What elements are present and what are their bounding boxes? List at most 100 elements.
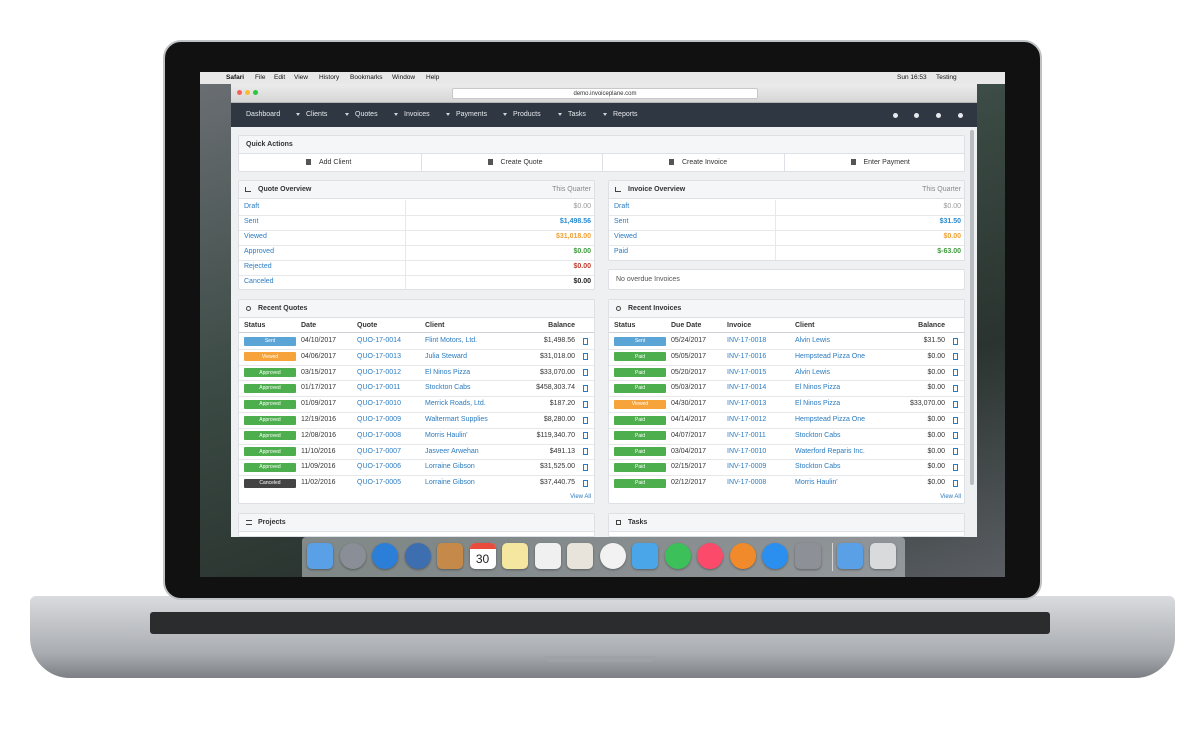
menu-item[interactable]: Safari (226, 74, 245, 81)
client-link[interactable]: Julia Steward (425, 352, 468, 360)
menu-item[interactable]: Help (426, 74, 440, 81)
client-link[interactable]: Flint Motors, Ltd. (425, 337, 478, 344)
dock-icon[interactable] (567, 543, 593, 569)
nav-item[interactable]: Quotes (355, 111, 378, 118)
dock-icon[interactable] (794, 543, 821, 569)
document-link[interactable]: QUO-17-0014 (357, 337, 401, 344)
client-link[interactable]: Hempstead Pizza One (795, 352, 866, 360)
dock-icon[interactable] (869, 543, 896, 569)
nav-icon[interactable] (913, 112, 919, 118)
client-link[interactable]: Waltermart Supplies (425, 416, 488, 423)
minimize-button[interactable] (245, 90, 250, 95)
document-link[interactable]: INV-17-0016 (727, 352, 767, 360)
document-link[interactable]: QUO-17-0013 (357, 352, 401, 360)
menu-item[interactable]: Edit (274, 74, 286, 81)
client-link[interactable]: Merrick Roads, Ltd. (425, 400, 486, 408)
document-link[interactable]: INV-17-0011 (727, 431, 766, 439)
dock-icon[interactable] (729, 543, 756, 569)
nav-item[interactable]: Dashboard (246, 111, 281, 118)
pdf-icon[interactable] (953, 384, 958, 392)
pdf-icon[interactable] (583, 384, 588, 392)
document-link[interactable]: QUO-17-0006 (357, 463, 401, 471)
dock-icon[interactable] (534, 543, 561, 569)
client-link[interactable]: El Ninos Pizza (795, 384, 841, 392)
client-link[interactable]: Morris Haulin' (795, 479, 838, 487)
pdf-icon[interactable] (953, 479, 958, 487)
document-link[interactable]: QUO-17-0005 (357, 479, 401, 487)
client-link[interactable]: Jasveer Arwehan (425, 447, 479, 455)
status-link[interactable]: Viewed (614, 233, 637, 240)
pdf-icon[interactable] (583, 337, 588, 345)
nav-item[interactable]: Products (513, 111, 541, 118)
pdf-icon[interactable] (583, 463, 588, 471)
client-link[interactable]: Morris Haulin' (425, 431, 468, 439)
status-link[interactable]: Paid (614, 248, 629, 255)
zoom-button[interactable] (253, 90, 258, 95)
status-link[interactable]: Rejected (244, 263, 272, 270)
dock-icon[interactable] (697, 543, 723, 569)
client-link[interactable]: Stockton Cabs (795, 463, 841, 471)
document-link[interactable]: INV-17-0008 (727, 479, 767, 487)
menu-item[interactable]: Bookmarks (350, 74, 383, 81)
close-button[interactable] (237, 90, 242, 95)
client-link[interactable]: El Ninos Pizza (425, 368, 471, 376)
client-link[interactable]: El Ninos Pizza (795, 400, 841, 408)
status-link[interactable]: Viewed (244, 233, 267, 240)
nav-item[interactable]: Payments (456, 111, 488, 118)
quick-action-label[interactable]: Enter Payment (863, 158, 910, 166)
status-link[interactable]: Sent (244, 218, 259, 225)
pdf-icon[interactable] (953, 448, 958, 456)
view-all-link[interactable]: View All (940, 494, 961, 500)
view-all-link[interactable]: View All (570, 494, 591, 500)
status-link[interactable]: Draft (244, 203, 260, 210)
client-link[interactable]: Waterford Reparis Inc. (795, 447, 865, 455)
status-link[interactable]: Canceled (244, 278, 274, 285)
client-link[interactable]: Lorraine Gibson (425, 463, 475, 471)
nav-icon[interactable] (957, 112, 963, 118)
client-link[interactable]: Lorraine Gibson (425, 479, 475, 487)
nav-item[interactable]: Clients (306, 111, 328, 118)
nav-icon[interactable] (892, 112, 898, 118)
document-link[interactable]: QUO-17-0007 (357, 447, 401, 455)
document-link[interactable]: INV-17-0015 (727, 368, 767, 376)
pdf-icon[interactable] (953, 353, 958, 361)
pdf-icon[interactable] (953, 416, 958, 424)
document-link[interactable]: INV-17-0013 (727, 400, 767, 408)
menu-item[interactable]: History (319, 74, 340, 81)
pdf-icon[interactable] (583, 479, 588, 487)
dock-icon[interactable] (404, 543, 431, 569)
quick-action-label[interactable]: Create Quote (500, 158, 543, 166)
url-bar[interactable] (452, 88, 758, 99)
nav-item[interactable]: Invoices (404, 111, 430, 118)
client-link[interactable]: Alvin Lewis (795, 368, 831, 376)
document-link[interactable]: INV-17-0014 (727, 384, 767, 392)
pdf-icon[interactable] (953, 369, 958, 377)
client-link[interactable]: Alvin Lewis (795, 337, 831, 344)
client-link[interactable]: Hempstead Pizza One (795, 416, 866, 423)
dock-icon[interactable] (372, 543, 398, 569)
quick-action-label[interactable]: Create Invoice (682, 158, 728, 166)
menu-item[interactable]: File (255, 74, 266, 81)
document-link[interactable]: INV-17-0012 (727, 416, 767, 423)
pdf-icon[interactable] (953, 337, 958, 345)
dock-icon[interactable] (502, 543, 528, 569)
document-link[interactable]: QUO-17-0010 (357, 400, 401, 408)
pdf-icon[interactable] (953, 400, 958, 408)
document-link[interactable]: QUO-17-0011 (357, 384, 401, 392)
pdf-icon[interactable] (583, 448, 588, 456)
client-link[interactable]: Stockton Cabs (795, 431, 841, 439)
dock-icon[interactable] (837, 543, 863, 569)
dock-icon[interactable] (632, 543, 658, 569)
document-link[interactable]: INV-17-0018 (727, 337, 767, 344)
nav-item[interactable]: Tasks (568, 111, 586, 118)
document-link[interactable]: INV-17-0010 (727, 447, 767, 455)
nav-item[interactable]: Reports (613, 111, 638, 118)
document-link[interactable]: QUO-17-0008 (357, 431, 401, 439)
pdf-icon[interactable] (583, 353, 588, 361)
dock-icon[interactable] (762, 543, 788, 569)
quick-action-label[interactable]: Add Client (319, 158, 352, 166)
menu-item[interactable]: View (294, 74, 308, 81)
document-link[interactable]: QUO-17-0009 (357, 416, 401, 423)
dock-icon[interactable] (599, 543, 626, 569)
pdf-icon[interactable] (583, 369, 588, 377)
